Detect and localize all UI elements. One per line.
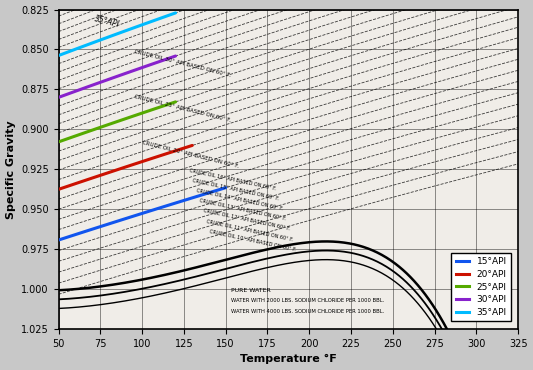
Text: CRUDE OIL 13° API BASED ON 60° F.: CRUDE OIL 13° API BASED ON 60° F. xyxy=(199,198,287,221)
Text: PURE WATER: PURE WATER xyxy=(231,288,270,293)
Text: WATER WITH 2000 LBS. SODIUM CHLORIDE PER 1000 BBL.: WATER WITH 2000 LBS. SODIUM CHLORIDE PER… xyxy=(231,298,384,303)
Text: CRUDE OIL 25° API BASED ON 60° F.: CRUDE OIL 25° API BASED ON 60° F. xyxy=(134,94,231,123)
Text: 35°API: 35°API xyxy=(94,14,121,29)
Text: WATER WITH 4000 LBS. SODIUM CHLORIDE PER 1000 BBL.: WATER WITH 4000 LBS. SODIUM CHLORIDE PER… xyxy=(231,309,384,314)
Legend: 15°API, 20°API, 25°API, 30°API, 35°API: 15°API, 20°API, 25°API, 30°API, 35°API xyxy=(451,253,511,322)
Text: CRUDE OIL 14° API BASED ON 60° F.: CRUDE OIL 14° API BASED ON 60° F. xyxy=(196,188,284,211)
Text: CRUDE OIL 10° API BASED ON 60° F.: CRUDE OIL 10° API BASED ON 60° F. xyxy=(209,229,297,253)
Text: CRUDE OIL 16° API BASED ON 60° F.: CRUDE OIL 16° API BASED ON 60° F. xyxy=(189,168,277,192)
Text: CRUDE OIL 30° API BASED ON 60° F.: CRUDE OIL 30° API BASED ON 60° F. xyxy=(134,49,231,78)
Text: CRUDE OIL 20° API BASED ON 60° F.: CRUDE OIL 20° API BASED ON 60° F. xyxy=(142,140,240,169)
X-axis label: Temperature °F: Temperature °F xyxy=(240,354,337,364)
Y-axis label: Specific Gravity: Specific Gravity xyxy=(5,120,15,219)
Text: CRUDE OIL 12° API BASED ON 60° F.: CRUDE OIL 12° API BASED ON 60° F. xyxy=(203,208,290,232)
Text: CRUDE OIL 15° API BASED ON 60° F.: CRUDE OIL 15° API BASED ON 60° F. xyxy=(192,178,280,201)
Text: CRUDE OIL 11° API BASED ON 60° F.: CRUDE OIL 11° API BASED ON 60° F. xyxy=(206,219,293,242)
